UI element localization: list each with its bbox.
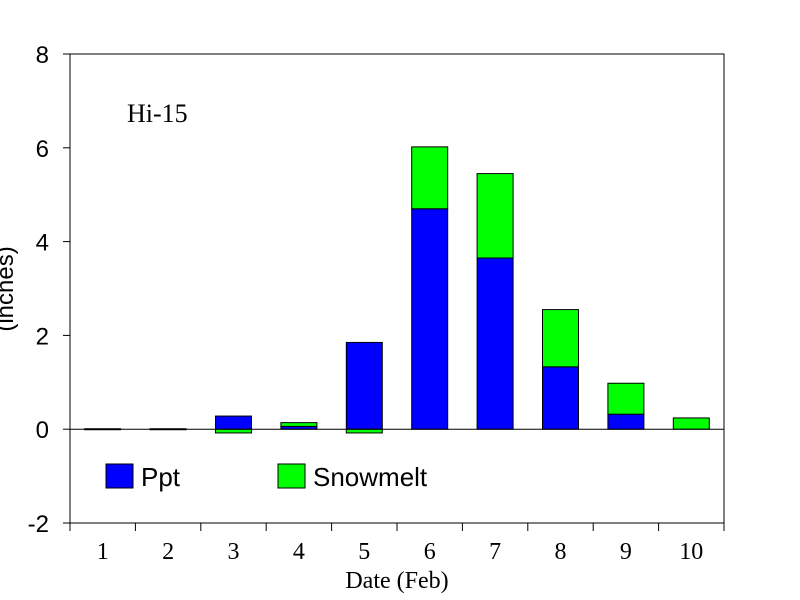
bar-ppt-feb-3 xyxy=(215,415,252,430)
legend-label-ppt: Ppt xyxy=(141,462,181,492)
y-tick-label: 2 xyxy=(36,323,49,350)
bar-snowmelt-feb-8 xyxy=(542,309,579,368)
legend-label-snowmelt: Snowmelt xyxy=(313,462,428,492)
legend-swatch-ppt xyxy=(105,463,134,489)
x-tick-label: 3 xyxy=(228,539,240,565)
legend: Ppt Snowmelt xyxy=(105,462,428,492)
x-tick-label: 4 xyxy=(293,539,305,565)
legend-swatch-snowmelt xyxy=(277,463,306,489)
x-tick-label: 1 xyxy=(97,539,109,565)
bar-snowmelt-feb-10 xyxy=(672,417,710,430)
chart-annotation: Hi-15 xyxy=(127,99,188,128)
x-tick-label: 9 xyxy=(620,539,632,565)
x-tick-label: 5 xyxy=(358,539,370,565)
y-axis: -2 0 2 4 6 8 xyxy=(28,42,70,538)
x-tick-label: 8 xyxy=(555,539,567,565)
y-tick-label: 4 xyxy=(36,230,49,257)
x-tick-label: 10 xyxy=(679,539,703,565)
bar-ppt-feb-8 xyxy=(542,366,579,430)
y-tick-label: 6 xyxy=(36,136,49,163)
bar-ppt-feb-7 xyxy=(476,257,514,430)
bar-ppt-feb-9 xyxy=(607,413,645,430)
x-tick-label: 7 xyxy=(489,539,501,565)
bar-snowmelt-feb-7 xyxy=(476,173,514,259)
y-axis-label: (inches) xyxy=(0,246,19,331)
bar-snowmelt-feb-9 xyxy=(607,382,645,415)
x-axis-label: Date (Feb) xyxy=(345,568,448,594)
x-axis: 1 2 3 4 5 6 7 8 9 10 xyxy=(69,523,725,565)
bar-snowmelt-feb-3 xyxy=(215,428,252,434)
bar-snowmelt-feb-5 xyxy=(345,428,383,434)
bar-snowmelt-feb-6 xyxy=(411,146,449,210)
x-tick-label: 2 xyxy=(162,539,174,565)
x-tick-label: 6 xyxy=(424,539,436,565)
bar-snowmelt-feb-4 xyxy=(280,422,318,427)
bars-layer xyxy=(84,146,710,434)
bar-ppt-feb-6 xyxy=(411,208,449,430)
y-tick-label: 0 xyxy=(36,417,49,444)
y-tick-label: -2 xyxy=(28,511,49,538)
y-tick-label: 8 xyxy=(36,42,49,69)
bar-ppt-feb-5 xyxy=(345,341,383,430)
